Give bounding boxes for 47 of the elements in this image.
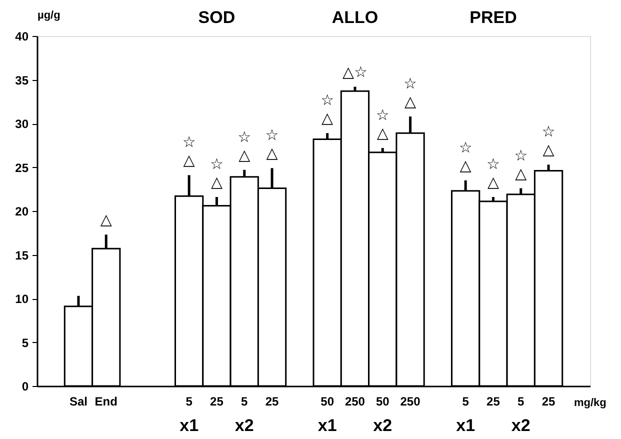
- x-tick-label: 250: [344, 394, 366, 408]
- data-label: △: [100, 210, 112, 229]
- data-label: ☆ △: [210, 155, 224, 191]
- y-tick-label: 0: [22, 380, 29, 394]
- y-tick-label: 15: [15, 248, 29, 262]
- text: SOD: [198, 8, 236, 27]
- data-label: ☆ △: [458, 138, 472, 174]
- data-label: ☆ △: [486, 155, 500, 191]
- x-tick-label: 25: [542, 394, 556, 408]
- x-tick-label: 25: [265, 394, 280, 408]
- x-tick-label: 5: [186, 394, 193, 408]
- x-tick-label: 25: [210, 394, 224, 408]
- text: x1: [318, 416, 337, 435]
- y-tick-label: 30: [15, 117, 29, 131]
- data-label: △☆: [342, 62, 368, 81]
- x-tick-label: 5: [518, 394, 525, 408]
- text: x2: [234, 416, 254, 435]
- data-label: ☆ △: [182, 133, 196, 170]
- y-tick-label: 10: [15, 292, 29, 306]
- data-label: ☆ △: [320, 91, 334, 128]
- text: x1: [180, 416, 199, 435]
- y-tick-label: 25: [15, 160, 29, 175]
- x-tick-label: End: [94, 394, 118, 408]
- x-tick-label: 25: [486, 394, 500, 408]
- data-label: ☆ △: [514, 146, 528, 182]
- text: x2: [511, 416, 530, 435]
- x-tick-label: Sal: [69, 394, 88, 408]
- text: x1: [456, 416, 476, 435]
- y-tick-label: 40: [15, 30, 29, 44]
- x-tick-label: 5: [462, 394, 470, 408]
- x-tick-label: 50: [376, 394, 390, 408]
- text: ALLO: [332, 8, 378, 27]
- x-tick-label: 250: [400, 394, 421, 408]
- data-label: ☆ △: [542, 122, 556, 159]
- text: x2: [373, 416, 392, 435]
- data-label: ☆ △: [238, 128, 252, 164]
- text: PRED: [470, 8, 517, 27]
- x-tick-label: 5: [241, 394, 248, 408]
- y-tick-label: 20: [15, 204, 29, 218]
- data-label: ☆ △: [376, 106, 390, 142]
- x-tick-label: 50: [320, 394, 334, 408]
- x-axis-title: mg/kg: [574, 397, 606, 409]
- y-axis-title: µg/g: [38, 10, 60, 22]
- data-label: ☆ △: [265, 126, 279, 162]
- y-tick-label: 5: [22, 336, 29, 350]
- data-label: ☆ △: [404, 74, 417, 110]
- y-tick-label: 35: [15, 73, 29, 88]
